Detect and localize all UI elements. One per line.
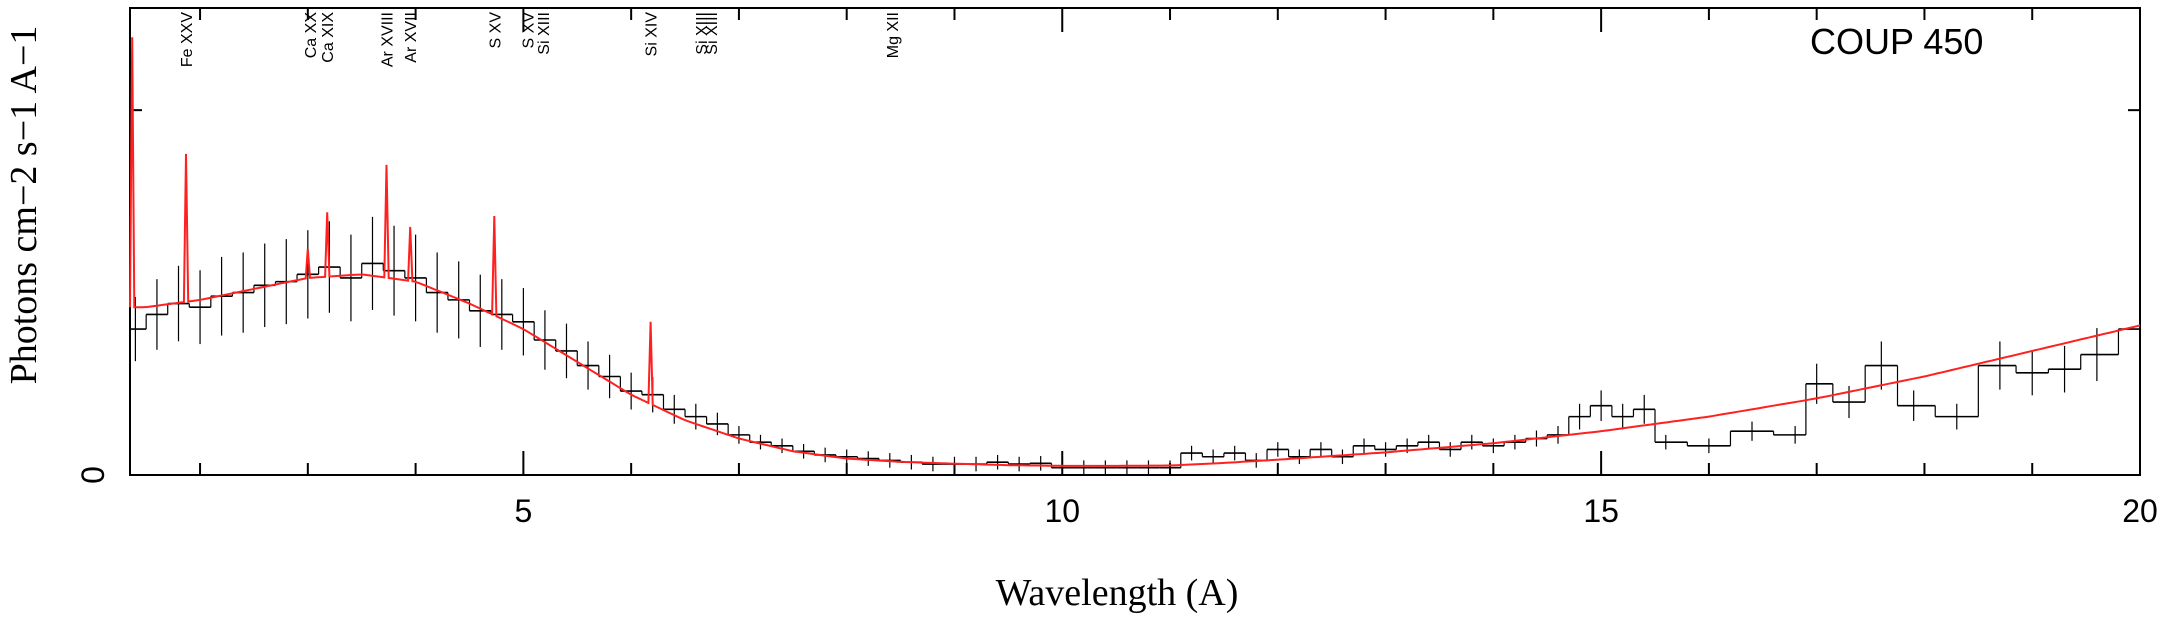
y-tick-label: 0	[75, 466, 111, 484]
x-tick-label: 15	[1583, 493, 1619, 529]
emission-line-label: Si XIII	[704, 12, 721, 55]
model-line	[129, 37, 2141, 467]
emission-line-label: Si XIII	[694, 12, 711, 55]
emission-line-label: Mg XII	[885, 12, 902, 58]
emission-line-label: Ar XVII	[403, 12, 420, 63]
emission-line-label: Si XIV	[644, 12, 661, 57]
emission-line-label: Si XIII	[536, 12, 553, 55]
emission-line-label: S XV	[521, 12, 538, 49]
y-axis-title: Photons cm−2 s−1 A−1	[3, 26, 45, 385]
plot-frame	[129, 7, 2141, 476]
emission-line-label: Ca XIX	[320, 12, 337, 63]
emission-line-labels: Fe XXV Ca XX Ca XIX Ar XVIII Ar XVII S XV S XV…	[179, 12, 902, 67]
emission-line-label: Ca XX	[303, 12, 320, 59]
emission-line-label: Fe XXV	[179, 12, 196, 67]
emission-line-label: Ar XVIII	[380, 12, 397, 67]
x-tick-label: 20	[2122, 493, 2158, 529]
x-tick-label: 5	[514, 493, 532, 529]
source-annotation: COUP 450	[1810, 21, 1983, 62]
x-axis-ticks: 5 10 15 20	[199, 8, 2158, 529]
data-series	[130, 216, 2141, 475]
emission-line-label: S XV	[487, 12, 504, 49]
axes-frame	[129, 7, 2141, 476]
x-tick-label: 10	[1044, 493, 1080, 529]
plot-data	[129, 37, 2141, 475]
x-axis-title: Wavelength (A)	[996, 572, 1239, 614]
